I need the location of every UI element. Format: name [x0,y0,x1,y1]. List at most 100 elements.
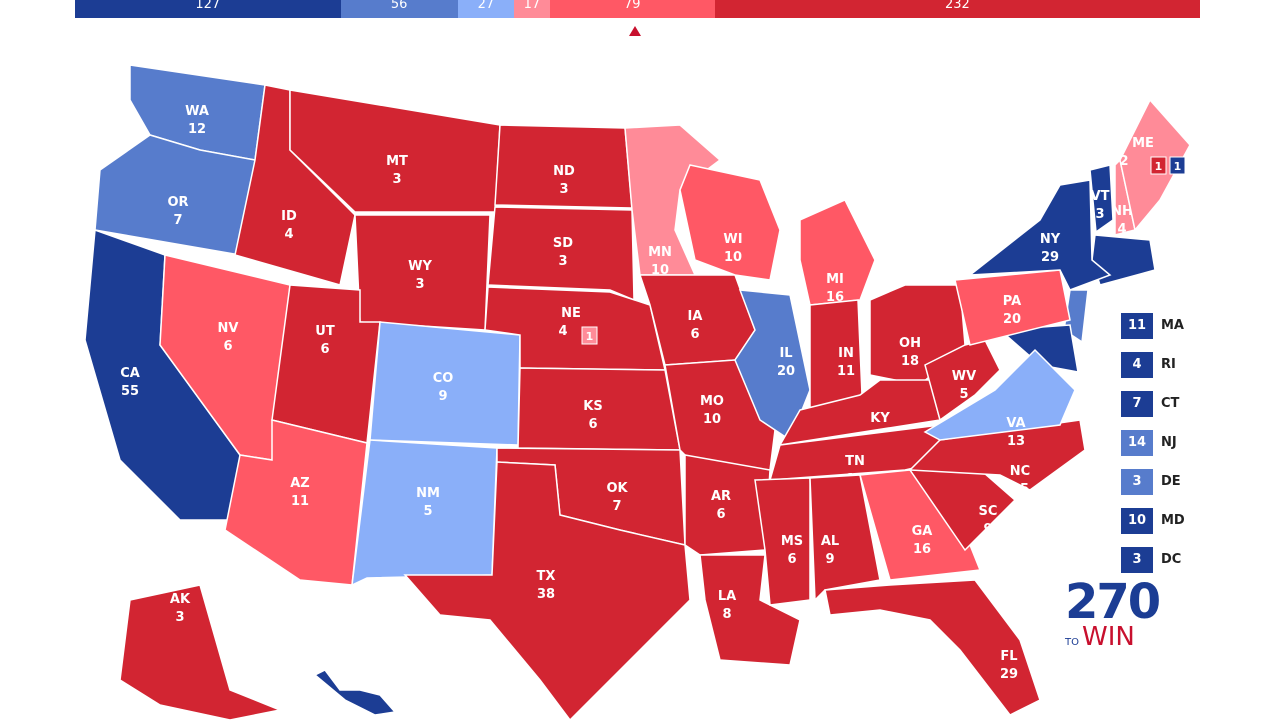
bar-segment-lean_d[interactable]: 27 [457,0,515,18]
state-ev: 6 [787,552,796,567]
bar-segment-likely_d[interactable]: 56 [340,0,458,18]
bar-segment-safe_d[interactable]: 127 [75,0,341,18]
state-label: WY [408,259,432,274]
state-va[interactable] [923,348,1076,441]
state-sd[interactable] [487,206,635,302]
district-box-ne[interactable] [581,326,598,345]
state-label: MN [648,245,672,260]
state-ev: 20 [777,364,795,379]
state-label: MO [700,394,724,409]
district-box-me_1[interactable] [1150,156,1167,175]
state-ev: 9 [438,389,447,404]
legend-item-ma[interactable]: 11 MA [1121,306,1185,345]
legend-state: CT [1161,396,1180,411]
legend-item-ri[interactable]: 4 RI [1121,345,1185,384]
state-label: VA [1006,416,1025,431]
state-ms[interactable] [754,477,811,606]
state-label: NH [1111,204,1133,219]
district-ev: 1 [1174,160,1182,173]
small-states-legend: 11 MA 4 RI 7 CT 14 NJ 3 DE 10 MD 3 DC [1121,306,1185,579]
bar-segment-safe_r[interactable]: 232 [714,0,1200,18]
state-ar[interactable] [684,454,771,556]
state-tx[interactable] [403,461,691,720]
state-label: IN [838,346,854,361]
state-hi[interactable] [313,669,397,716]
state-label: IA [688,309,703,324]
state-al[interactable] [809,474,881,602]
state-mt[interactable] [289,89,501,213]
district-ev: 1 [1155,160,1163,173]
legend-state: DC [1161,552,1182,567]
legend-item-dc[interactable]: 3 DC [1121,540,1185,579]
state-label: NY [1040,232,1061,247]
state-label: VT [1091,189,1110,204]
state-mi[interactable] [799,199,876,306]
legend-state: MA [1161,318,1184,333]
state-pa[interactable] [954,269,1071,346]
state-ev: 16 [913,542,931,557]
state-ev: 3 [1095,207,1104,222]
legend-item-ct[interactable]: 7 CT [1121,384,1185,423]
state-ev: 3 [392,172,401,187]
state-wi[interactable] [679,164,781,281]
state-in[interactable] [809,299,863,411]
state-ev: 5 [959,387,968,402]
district-ev: 1 [586,330,594,343]
state-label: LA [718,589,736,604]
state-ny[interactable] [967,179,1112,291]
legend-item-de[interactable]: 3 DE [1121,462,1185,501]
bar-segment-likely_r[interactable]: 79 [549,0,715,18]
state-label: NE [561,306,581,321]
state-label: ND [553,164,575,179]
state-il[interactable] [734,289,811,442]
state-vt[interactable] [1089,164,1114,234]
state-ev: 12 [188,122,206,137]
state-label: ME [1132,136,1154,151]
state-label: GA [912,524,933,539]
state-label: AZ [290,476,310,491]
state-label: NM [416,486,440,501]
legend-item-nj[interactable]: 14 NJ [1121,423,1185,462]
state-ev: 6 [716,507,725,522]
state-label: FL [1000,649,1017,664]
legend-state: DE [1161,474,1181,489]
state-label: AR [711,489,731,504]
state-ev: 7 [612,499,621,514]
bar-segment-tossup_lean_r[interactable]: 17 [514,0,550,18]
state-ev: 13 [1007,434,1025,449]
state-ev: 20 [1003,312,1021,327]
state-ak[interactable] [119,584,283,720]
state-ev: 6 [690,327,699,342]
state-ev: 29 [1041,250,1059,265]
state-label: OH [899,336,921,351]
legend-item-md[interactable]: 10 MD [1121,501,1185,540]
legend-state: MD [1161,513,1185,528]
state-label: NC [1010,464,1030,479]
electoral-vote-bar: 127 56 27 17 79 232 [75,0,1200,18]
state-ev: 5 [423,504,432,519]
state-ev: 2 [1119,154,1128,169]
state-ev: 11 [291,494,309,509]
state-label: MT [386,154,408,169]
state-label: NV [218,321,239,336]
state-ev: 4 [1117,222,1126,237]
logo-to: TO [1065,637,1079,648]
legend-state: NJ [1161,435,1177,450]
legend-ev-box: 11 [1121,312,1153,339]
state-la[interactable] [699,554,801,666]
legend-ev-box: 4 [1121,351,1153,378]
state-nc[interactable] [908,419,1086,491]
md-de-shape[interactable] [998,324,1079,373]
state-az[interactable] [224,419,368,586]
state-label: SD [553,236,573,251]
state-label: WA [185,104,209,119]
district-box-me_2[interactable] [1169,156,1186,175]
state-ev: 18 [901,354,919,369]
state-fl[interactable] [824,579,1041,716]
state-wv[interactable] [924,339,1001,422]
state-label: SC [979,504,998,519]
state-label: ID [281,209,297,224]
state-mn[interactable] [624,124,722,276]
state-ev: 29 [1000,667,1018,682]
